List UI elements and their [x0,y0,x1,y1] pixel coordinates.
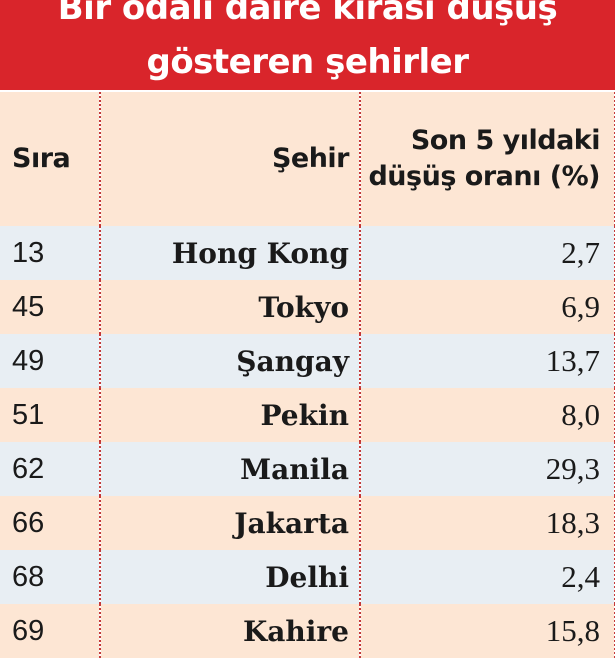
title-line-1: Bir odalı daire kirası düşüş [57,0,558,28]
city-cell: Şangay [99,334,360,388]
table-body: 13 Hong Kong 2,7 45 Tokyo 6,9 49 Şangay 13,7 51 Pe… [0,226,615,658]
rate-cell: 18,3 [359,496,615,550]
city-cell: Manila [99,442,360,496]
title-line-2: gösteren şehirler [146,42,469,82]
rate-cell: 6,9 [359,280,615,334]
city-cell: Kahire [99,604,360,658]
header-rate: Son 5 yıldaki düşüş oranı (%) [359,92,615,226]
table-row: 68 Delhi 2,4 [0,550,615,604]
rate-cell: 2,4 [359,550,615,604]
table-row: 62 Manila 29,3 [0,442,615,496]
rank-cell: 13 [0,226,100,280]
city-cell: Delhi [99,550,360,604]
header-row: Sıra Şehir Son 5 yıldaki düşüş oranı (%) [0,92,615,226]
city-cell: Jakarta [99,496,360,550]
table-row: 66 Jakarta 18,3 [0,496,615,550]
rate-cell: 2,7 [359,226,615,280]
rank-cell: 68 [0,550,100,604]
rate-cell: 8,0 [359,388,615,442]
ranking-table: Sıra Şehir Son 5 yıldaki düşüş oranı (%)… [0,92,615,658]
header-rank: Sıra [0,92,100,226]
rate-cell: 13,7 [359,334,615,388]
city-cell: Hong Kong [99,226,360,280]
table-row: 13 Hong Kong 2,7 [0,226,615,280]
table-row: 51 Pekin 8,0 [0,388,615,442]
header-city: Şehir [99,92,360,226]
city-cell: Pekin [99,388,360,442]
rank-cell: 45 [0,280,100,334]
rank-cell: 51 [0,388,100,442]
table-row: 69 Kahire 15,8 [0,604,615,658]
table-row: 49 Şangay 13,7 [0,334,615,388]
rank-cell: 49 [0,334,100,388]
rank-cell: 66 [0,496,100,550]
rate-cell: 29,3 [359,442,615,496]
city-cell: Tokyo [99,280,360,334]
rank-cell: 62 [0,442,100,496]
rank-cell: 69 [0,604,100,658]
title-banner: Bir odalı daire kirası düşüş gösteren şe… [0,0,615,90]
rate-cell: 15,8 [359,604,615,658]
table-row: 45 Tokyo 6,9 [0,280,615,334]
